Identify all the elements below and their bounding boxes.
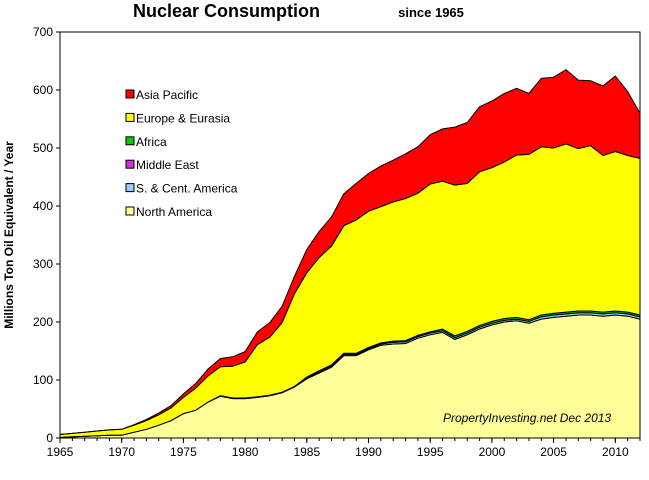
y-axis: 0 100 200 300 400 500 600 700 <box>33 25 60 445</box>
legend-swatch <box>125 206 135 216</box>
y-tick-label: 300 <box>33 257 53 271</box>
legend-swatch <box>125 136 135 146</box>
y-tick-label: 200 <box>33 315 53 329</box>
x-tick-label: 1965 <box>47 445 74 459</box>
y-tick-label: 700 <box>33 25 53 39</box>
legend-label: Asia Pacific <box>136 88 198 102</box>
plot-frame <box>59 31 641 439</box>
chart-annotation: PropertyInvesting.net Dec 2013 <box>443 411 611 425</box>
x-tick-label: 1985 <box>293 445 320 459</box>
x-tick-label: 2010 <box>602 445 629 459</box>
x-axis: 1965 1970 1975 1980 1985 1990 1995 2000 2005 2010 <box>47 438 641 459</box>
legend-swatch <box>125 112 135 122</box>
chart-title: Nuclear Consumption <box>133 1 320 21</box>
y-axis-label: Millions Ton Oil Equivalent / Year <box>2 141 16 329</box>
y-tick-label: 600 <box>33 83 53 97</box>
x-tick-label: 1975 <box>170 445 197 459</box>
x-tick-label: 1980 <box>232 445 259 459</box>
legend-swatch <box>125 89 135 99</box>
x-tick-label: 1995 <box>417 445 444 459</box>
x-tick-label: 1990 <box>355 445 382 459</box>
y-tick-label: 100 <box>33 373 53 387</box>
legend-label: Middle East <box>136 158 199 172</box>
stacked-area-layers <box>59 69 641 439</box>
x-tick-label: 2000 <box>479 445 506 459</box>
legend-label: S. & Cent. America <box>136 182 238 196</box>
y-tick-label: 400 <box>33 199 53 213</box>
x-tick-label: 1970 <box>108 445 135 459</box>
legend-swatch <box>125 159 135 169</box>
y-tick-label: 500 <box>33 141 53 155</box>
legend-swatch <box>125 183 135 193</box>
x-tick-label: 2005 <box>540 445 567 459</box>
y-tick-label: 0 <box>46 431 53 445</box>
legend-label: North America <box>136 205 212 219</box>
legend-label: Europe & Eurasia <box>136 111 230 125</box>
chart-subtitle: since 1965 <box>398 5 464 20</box>
legend-label: Africa <box>136 135 167 149</box>
legend: Asia Pacific Europe & Eurasia Africa Middle… <box>125 88 238 219</box>
